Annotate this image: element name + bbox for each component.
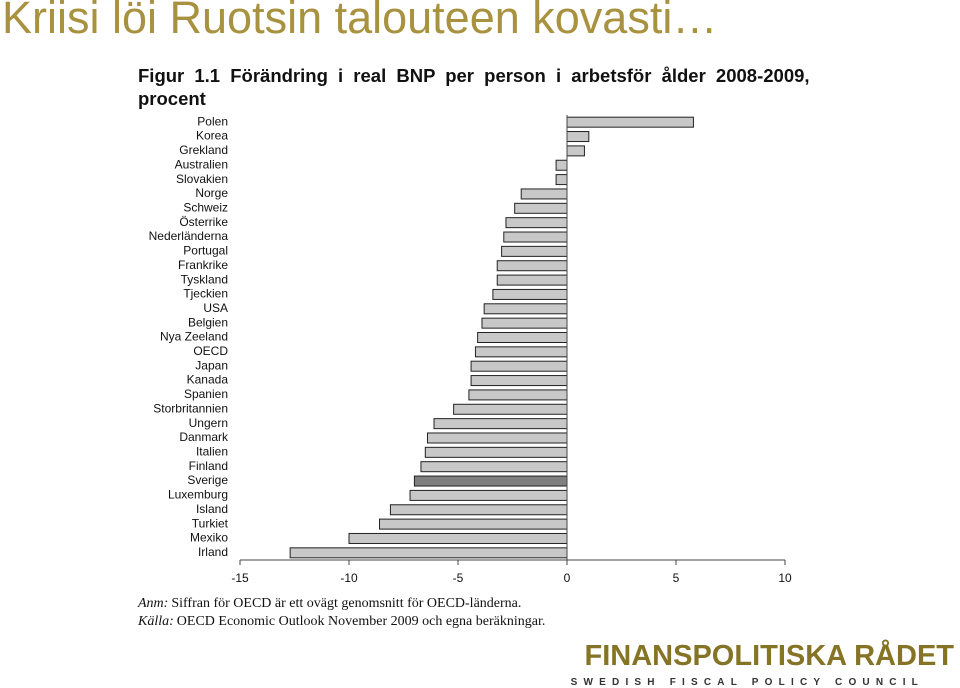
slide-title: Kriisi löi Ruotsin talouteen kovasti…	[2, 0, 718, 43]
bar	[477, 332, 568, 343]
y-tick-label: Österrike	[179, 215, 228, 229]
bar	[555, 174, 568, 186]
bar	[474, 346, 568, 358]
y-tick-label: Turkiet	[192, 516, 229, 530]
y-tick-label: Danmark	[179, 430, 229, 444]
y-tick-label: Island	[196, 502, 228, 516]
bar	[520, 188, 568, 200]
bar	[424, 446, 568, 458]
bar	[514, 202, 568, 214]
x-tick-label: 5	[673, 571, 680, 585]
footnote-text: OECD Economic Outlook November 2009 och …	[176, 614, 546, 629]
y-tick-label: Tyskland	[181, 272, 228, 286]
bar	[503, 231, 568, 243]
bar	[409, 489, 568, 501]
y-tick-label: Nya Zeeland	[160, 330, 228, 344]
y-tick-label: Slovakien	[176, 172, 228, 186]
y-tick-label: Ungern	[189, 416, 228, 430]
x-tick-label: 0	[564, 571, 571, 585]
y-tick-label: Sverige	[187, 473, 228, 487]
y-tick-label: Nederländerna	[149, 229, 229, 243]
x-tick-label: -15	[231, 571, 249, 585]
footnote: Källa: OECD Economic Outlook November 200…	[138, 614, 545, 630]
x-tick-label: -10	[340, 571, 358, 585]
bar	[426, 432, 568, 444]
y-tick-label: Belgien	[188, 315, 228, 329]
x-tick-label: -5	[453, 571, 464, 585]
footnote-text: Siffran för OECD är ett ovägt genomsnitt…	[171, 596, 522, 611]
y-tick-label: USA	[203, 301, 228, 315]
bar	[379, 518, 568, 530]
bar	[420, 461, 568, 473]
footnote-label: Källa:	[138, 614, 174, 629]
y-tick-label: Schweiz	[183, 200, 228, 214]
footnote: Anm: Siffran för OECD är ett ovägt genoms…	[138, 596, 521, 612]
y-tick-label: Luxemburg	[168, 488, 228, 502]
bar	[566, 116, 694, 128]
bar	[348, 532, 568, 544]
bar	[555, 159, 568, 171]
x-tick-label: 10	[778, 571, 792, 585]
y-tick-label: Italien	[196, 445, 228, 459]
bar	[492, 288, 568, 300]
y-tick-label: Australien	[175, 157, 228, 171]
y-tick-label: Mexiko	[190, 531, 228, 545]
y-tick-label: Finland	[189, 459, 228, 473]
bar	[566, 131, 590, 143]
bar	[501, 245, 568, 257]
y-tick-label: Tjeckien	[183, 287, 228, 301]
y-tick-label: Spanien	[184, 387, 228, 401]
footnote-label: Anm:	[138, 596, 169, 611]
y-tick-label: Frankrike	[178, 258, 228, 272]
bar	[566, 145, 585, 157]
y-tick-label: Grekland	[179, 143, 228, 157]
bar	[505, 217, 568, 229]
y-tick-label: OECD	[193, 344, 228, 358]
bar	[470, 375, 568, 387]
bar	[483, 303, 568, 315]
y-tick-label: Korea	[196, 129, 228, 143]
y-tick-label: Japan	[195, 358, 228, 372]
bar	[496, 274, 568, 286]
y-tick-label: Portugal	[183, 244, 228, 258]
chart-title: Figur 1.1 Förändring i real BNP per pers…	[138, 65, 810, 109]
y-tick-label: Kanada	[187, 373, 229, 387]
logo-name: FINANSPOLITISKA RÅDET	[584, 640, 954, 672]
bar	[433, 418, 568, 430]
logo-subtitle: SWEDISH FISCAL POLICY COUNCIL	[570, 677, 924, 688]
bar	[470, 360, 568, 372]
y-tick-label: Storbritannien	[153, 401, 228, 415]
bar	[481, 317, 568, 329]
bar	[496, 260, 568, 272]
bar	[453, 403, 568, 415]
bar	[389, 504, 568, 516]
bar	[413, 475, 568, 487]
y-tick-label: Irland	[198, 545, 228, 559]
bar	[468, 389, 568, 401]
y-tick-label: Norge	[195, 186, 228, 200]
bar	[289, 547, 568, 559]
y-tick-label: Polen	[197, 114, 228, 128]
